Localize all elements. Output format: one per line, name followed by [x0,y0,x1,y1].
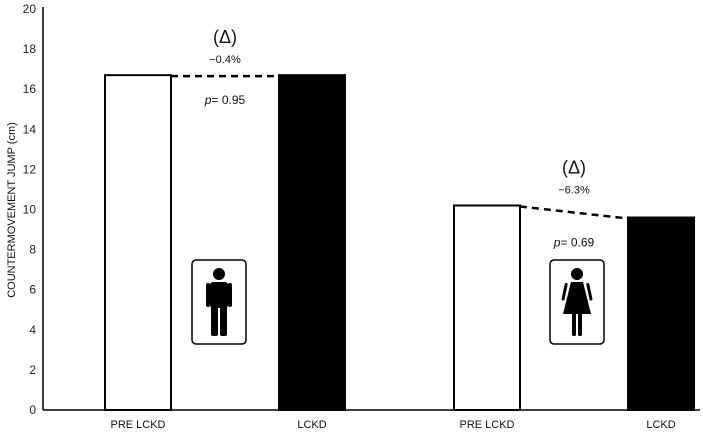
y-tick-label: 20 [23,2,37,16]
y-tick-label: 18 [23,42,37,56]
p-value-label: p= 0.69 [553,236,595,250]
bar-male-lckd [278,74,346,411]
y-axis-label: COUNTERMOVEMENT JUMP (cm) [6,122,18,298]
x-category-label: LCKD [646,419,675,431]
y-tick-label: 14 [23,122,37,136]
bar-male-pre-lckd [104,74,172,411]
x-category-label: PRE LCKD [459,419,514,431]
icons [191,259,605,345]
percent-change-label: −0.4% [209,54,241,66]
y-tick-label: 16 [23,82,37,96]
y-tick-label: 8 [29,243,36,257]
x-category-label: LCKD [297,419,326,431]
y-tick-label: 6 [29,283,36,297]
female-person-icon [549,259,605,345]
percent-change-label: −6.3% [558,184,590,196]
change-connector-female [519,205,629,220]
x-category-label: PRE LCKD [110,419,165,431]
p-value-label: p= 0.95 [204,93,246,107]
delta-label: (Δ) [562,157,586,177]
delta-label: (Δ) [213,27,237,47]
bar-female-pre-lckd [453,204,521,411]
male-person-icon [191,259,247,345]
y-tick-label: 0 [29,403,36,417]
y-tick-label: 4 [29,323,36,337]
annotations: (Δ) −0.4% p= 0.95 (Δ) −6.3% p= 0.69 [171,27,629,250]
bars: PRE LCKD LCKD PRE LCKD LCKD [104,74,695,431]
y-tick-label: 10 [23,203,37,217]
y-tick-label: 2 [29,363,36,377]
y-tick-label: 12 [23,162,37,176]
bar-female-lckd [627,216,695,411]
